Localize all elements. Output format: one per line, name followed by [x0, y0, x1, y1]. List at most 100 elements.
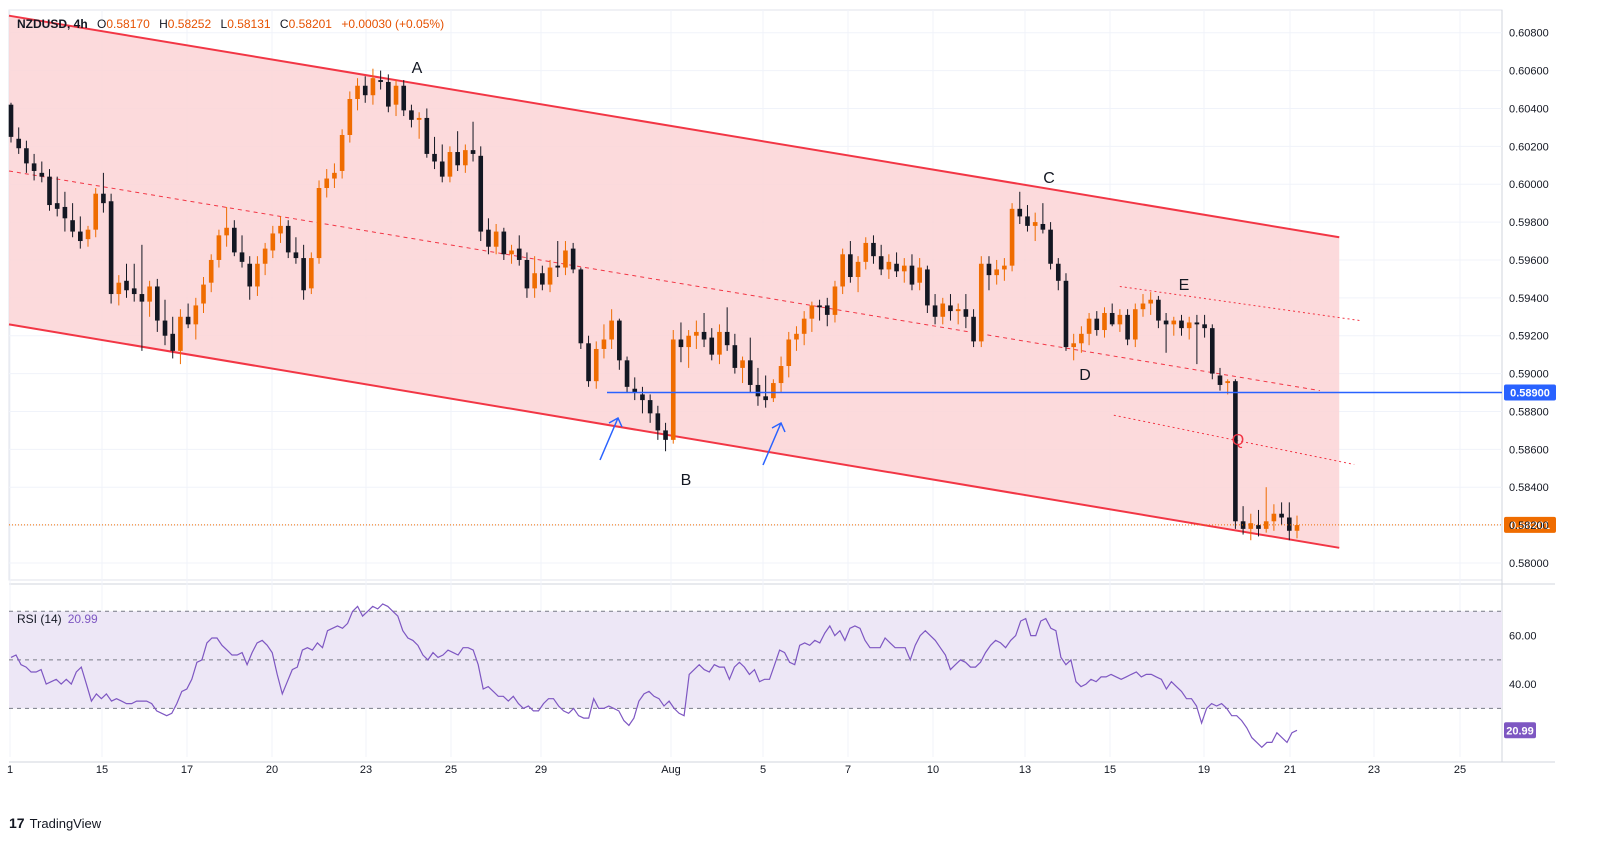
symbol-label[interactable]: NZDUSD, 4h: [17, 17, 88, 31]
candle-body: [755, 384, 761, 397]
candle-body: [570, 248, 576, 270]
high-value: 0.58252: [167, 17, 212, 31]
candle-body: [540, 273, 545, 285]
candle-body: [162, 320, 168, 336]
candle-body: [1148, 299, 1153, 304]
candle-body: [262, 248, 268, 264]
candle-body: [932, 305, 938, 317]
candle-body: [185, 316, 191, 325]
candle-body: [255, 263, 260, 287]
candle-body: [524, 259, 530, 289]
candle-body: [1209, 328, 1215, 374]
rsi-name[interactable]: RSI (14): [17, 612, 62, 626]
x-tick-label: 29: [535, 764, 547, 776]
candle-body: [1055, 263, 1061, 281]
candle-body: [1109, 312, 1115, 325]
candle-body: [1186, 322, 1192, 329]
candle-body: [509, 250, 514, 255]
candle-body: [339, 134, 345, 171]
candle-body: [1086, 318, 1092, 334]
arrow-up-icon: [762, 422, 782, 466]
x-tick-label: 25: [1454, 764, 1466, 776]
wave-label-a: A: [412, 60, 423, 77]
candle-body: [116, 282, 122, 295]
rsi-tick-label: 60.00: [1509, 631, 1537, 643]
candle-body: [208, 259, 214, 283]
x-tick-label: 23: [360, 764, 372, 776]
candle-body: [124, 280, 129, 291]
candle-body: [655, 413, 661, 431]
candle-body: [108, 201, 114, 295]
candle-body: [1002, 265, 1007, 270]
candle-body: [1202, 324, 1207, 329]
candle-body: [1286, 517, 1292, 531]
candle-body: [694, 331, 699, 336]
candle-body: [85, 229, 91, 240]
candle-body: [1294, 525, 1300, 531]
candle-body: [686, 335, 691, 348]
candle-body: [771, 383, 776, 399]
x-tick-label: 10: [927, 764, 939, 776]
candle-body: [547, 267, 553, 285]
candle-body: [324, 178, 330, 189]
candle-body: [31, 163, 37, 171]
candle-body: [1156, 299, 1161, 321]
candle-body: [1102, 312, 1107, 331]
candle-body: [1025, 216, 1030, 226]
candle-body: [278, 225, 283, 234]
inner-channel-upper: [1119, 285, 1361, 322]
x-tick-label: 23: [1368, 764, 1380, 776]
candle-body: [478, 155, 484, 232]
candle-body: [501, 231, 507, 255]
candle-body: [224, 227, 229, 236]
candle-body: [62, 206, 68, 219]
ohlc-legend: NZDUSD, 4h O0.58170 H0.58252 L0.58131 C0…: [17, 17, 450, 31]
candle-body: [1163, 320, 1169, 325]
candle-body: [24, 148, 29, 164]
support-price-text: 0.58900: [1510, 388, 1550, 400]
candle-body: [871, 242, 876, 257]
candle-body: [801, 318, 807, 334]
candle-body: [101, 193, 106, 204]
axes: 1 15 17 20 23 25 29 Aug 5 7 10 13 15 19 21 23 25 0.60800 0…: [7, 28, 1549, 776]
arrow-head-icon: [608, 416, 623, 428]
candle-body: [316, 188, 322, 259]
candle-body: [994, 269, 999, 276]
wave-label-e: E: [1179, 277, 1190, 294]
x-tick-label: 5: [760, 764, 766, 776]
wave-label-d: D: [1079, 367, 1091, 384]
candle-body: [270, 233, 276, 251]
y-tick-label: 0.59800: [1509, 217, 1549, 229]
candle-body: [370, 78, 376, 96]
x-tick-label: 13: [1019, 764, 1031, 776]
candle-body: [1079, 333, 1084, 344]
open-value: 0.58170: [106, 17, 150, 31]
chart-annotations: 0.58900 0.58201 A B C D E Q: [9, 60, 1556, 533]
inner-channel-lower: [1113, 414, 1355, 465]
candle-body: [986, 263, 992, 276]
candle-body: [309, 258, 314, 289]
candle-body: [624, 360, 630, 387]
candle-body: [963, 309, 969, 317]
candle-body: [401, 85, 407, 111]
x-tick-label: 7: [845, 764, 851, 776]
candle-body: [555, 265, 561, 268]
footer-brand[interactable]: 17 TradingView: [9, 815, 101, 831]
candle-body: [1279, 513, 1284, 518]
candle-body: [955, 309, 961, 312]
x-tick-label: 1: [7, 764, 13, 776]
candle-body: [532, 273, 537, 289]
candle-body: [131, 288, 137, 295]
candle-body: [840, 254, 845, 287]
candle-body: [747, 360, 753, 385]
candle-body: [917, 267, 922, 283]
arrow-up-icon: [599, 417, 619, 461]
y-tick-label: 0.59200: [1509, 331, 1549, 343]
candle-body: [832, 286, 838, 315]
candle-body: [601, 339, 607, 349]
candle-body: [409, 110, 414, 120]
candle-body: [1017, 208, 1023, 217]
candle-body: [878, 256, 884, 270]
x-tick-label: 19: [1198, 764, 1210, 776]
